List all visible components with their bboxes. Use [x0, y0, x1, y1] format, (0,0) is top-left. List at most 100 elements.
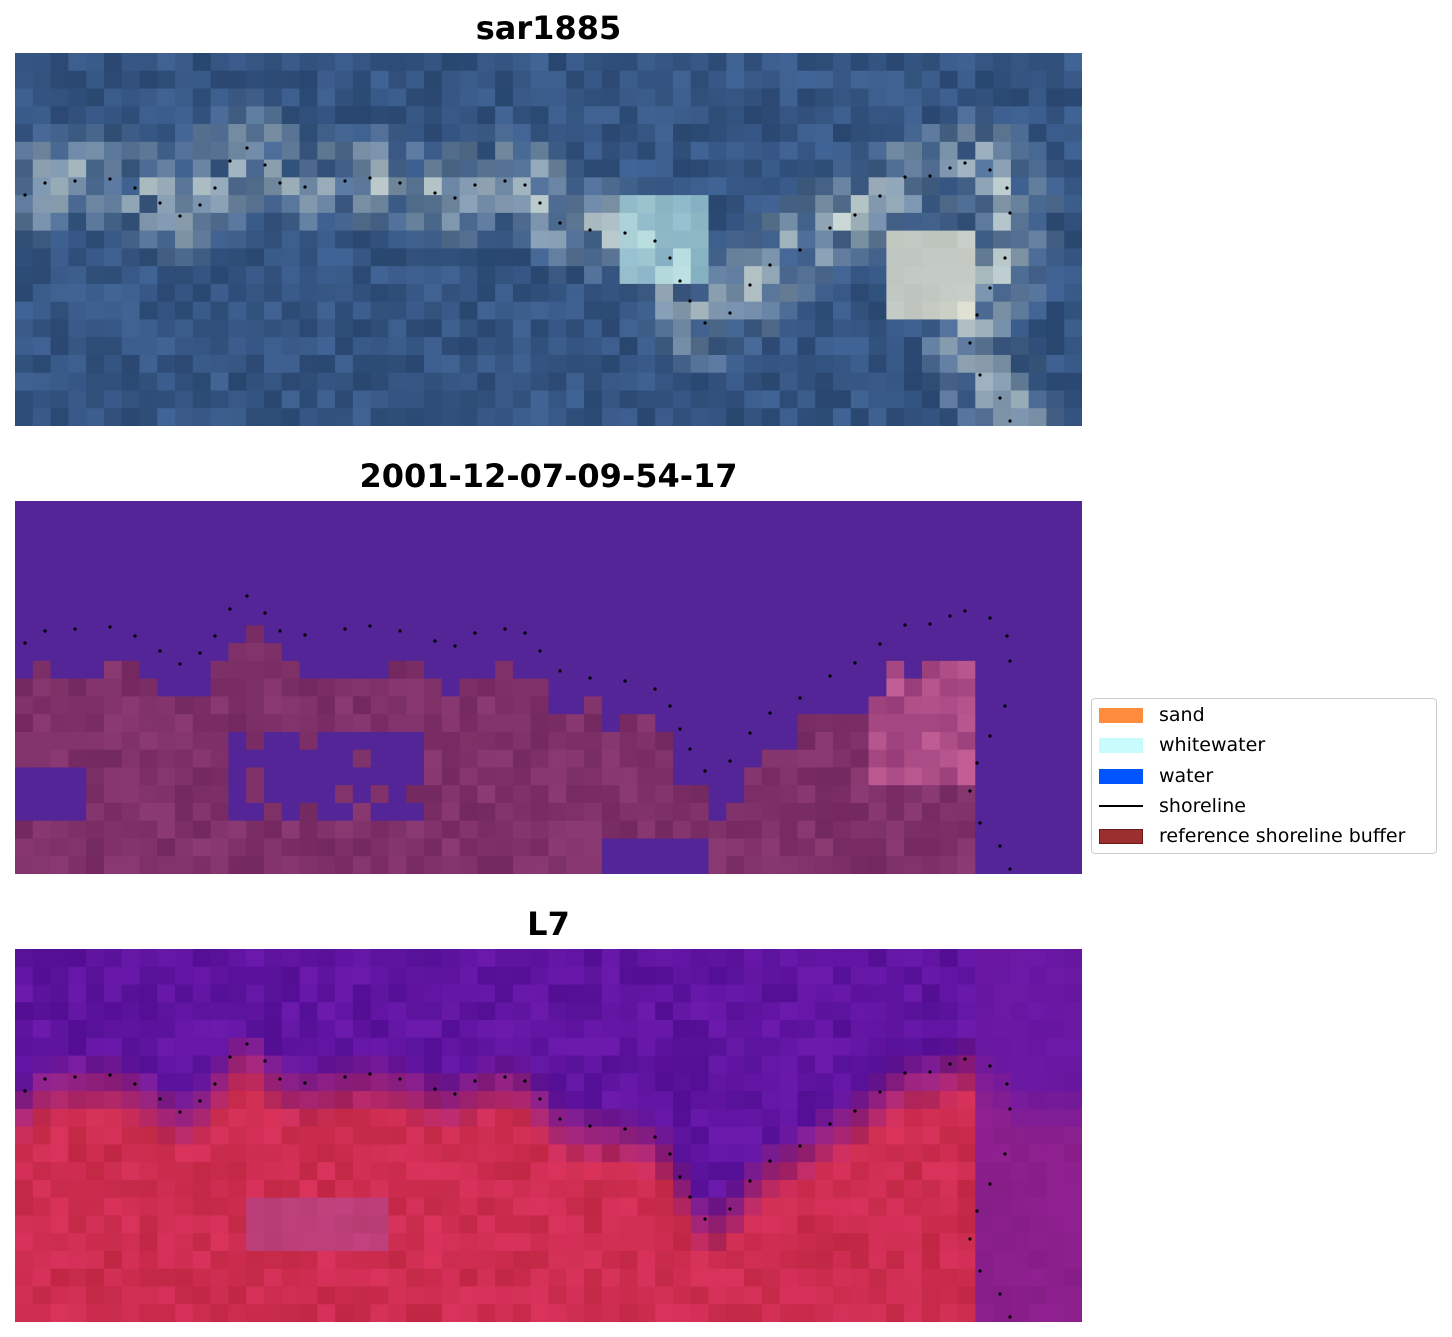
raster-pixel	[228, 1108, 247, 1128]
raster-pixel	[352, 248, 372, 267]
raster-pixel	[637, 248, 656, 267]
raster-pixel	[459, 949, 478, 968]
raster-pixel	[512, 1002, 532, 1021]
raster-pixel	[815, 785, 834, 804]
raster-pixel	[530, 1126, 550, 1145]
raster-pixel	[761, 1286, 781, 1305]
raster-pixel	[50, 390, 69, 409]
raster-pixel	[619, 1144, 639, 1163]
raster-pixel	[1010, 1233, 1030, 1252]
raster-pixel	[939, 731, 959, 751]
raster-pixel	[512, 301, 532, 321]
raster-pixel	[192, 1250, 212, 1270]
raster-pixel	[761, 589, 781, 609]
raster-pixel	[263, 785, 283, 804]
raster-pixel	[548, 749, 567, 769]
raster-pixel	[868, 230, 887, 249]
raster-pixel	[655, 501, 674, 520]
raster-pixel	[690, 1179, 710, 1199]
raster-pixel	[121, 390, 141, 409]
raster-pixel	[86, 1002, 105, 1021]
raster-pixel	[32, 838, 52, 857]
raster-pixel	[228, 1126, 247, 1145]
raster-pixel	[1010, 966, 1030, 986]
raster-pixel	[975, 70, 994, 90]
raster-pixel	[68, 408, 87, 426]
raster-pixel	[601, 731, 621, 751]
shoreline-point	[108, 625, 112, 629]
raster-pixel	[86, 785, 105, 804]
raster-pixel	[228, 372, 247, 392]
raster-pixel	[32, 802, 52, 822]
raster-pixel	[726, 643, 745, 662]
raster-pixel	[121, 501, 141, 520]
raster-pixel	[121, 354, 141, 374]
raster-pixel	[406, 802, 425, 822]
raster-pixel	[1046, 966, 1065, 986]
raster-pixel	[335, 714, 354, 733]
raster-pixel	[655, 731, 674, 751]
raster-pixel	[246, 70, 265, 90]
raster-pixel	[975, 337, 994, 356]
raster-pixel	[886, 1055, 905, 1074]
raster-pixel	[281, 212, 301, 232]
raster-pixel	[708, 1055, 727, 1074]
raster-pixel	[175, 408, 194, 426]
raster-pixel	[797, 678, 816, 697]
raster-pixel	[370, 589, 390, 609]
raster-pixel	[1028, 212, 1048, 232]
raster-pixel	[975, 501, 994, 520]
raster-pixel	[708, 838, 727, 857]
raster-pixel	[601, 1304, 621, 1322]
raster-pixel	[32, 230, 52, 249]
raster-pixel	[86, 195, 105, 214]
raster-pixel	[370, 660, 390, 680]
raster-pixel	[957, 212, 976, 232]
raster-pixel	[192, 820, 212, 840]
raster-pixel	[761, 1304, 781, 1322]
raster-pixel	[868, 1233, 887, 1252]
shoreline-point	[728, 759, 732, 763]
raster-pixel	[530, 1037, 550, 1057]
raster-pixel	[601, 266, 621, 285]
raster-pixel	[690, 266, 710, 285]
raster-pixel	[68, 1144, 87, 1163]
raster-pixel	[424, 248, 443, 267]
raster-pixel	[619, 643, 639, 662]
raster-pixel	[850, 1091, 870, 1110]
shoreline-point	[903, 623, 907, 627]
raster-pixel	[50, 838, 69, 857]
raster-pixel	[868, 354, 887, 374]
raster-pixel	[1010, 1179, 1030, 1199]
raster-pixel	[1064, 607, 1082, 626]
raster-pixel	[495, 1304, 514, 1322]
raster-pixel	[228, 124, 247, 143]
raster-pixel	[975, 1126, 994, 1145]
raster-pixel	[744, 749, 763, 769]
raster-pixel	[797, 1233, 816, 1252]
raster-pixel	[299, 1179, 318, 1199]
shoreline-point	[278, 1077, 282, 1081]
water-swatch-icon	[1099, 769, 1143, 784]
raster-pixel	[868, 625, 887, 644]
raster-pixel	[246, 589, 265, 609]
raster-pixel	[993, 354, 1012, 374]
raster-pixel	[708, 248, 727, 267]
raster-pixel	[1028, 660, 1048, 680]
raster-pixel	[139, 266, 158, 285]
raster-pixel	[32, 678, 52, 697]
raster-pixel	[815, 408, 834, 426]
raster-pixel	[1046, 838, 1065, 857]
raster-pixel	[833, 984, 852, 1003]
raster-pixel	[1028, 408, 1048, 426]
shoreline-point	[988, 286, 992, 290]
raster-pixel	[566, 1055, 585, 1074]
raster-pixel	[672, 1126, 692, 1145]
raster-pixel	[655, 536, 674, 555]
raster-pixel	[424, 1286, 443, 1305]
raster-pixel	[103, 1215, 123, 1234]
raster-pixel	[957, 248, 976, 267]
raster-pixel	[370, 696, 390, 715]
shoreline-point	[678, 279, 682, 283]
raster-pixel	[210, 984, 229, 1003]
